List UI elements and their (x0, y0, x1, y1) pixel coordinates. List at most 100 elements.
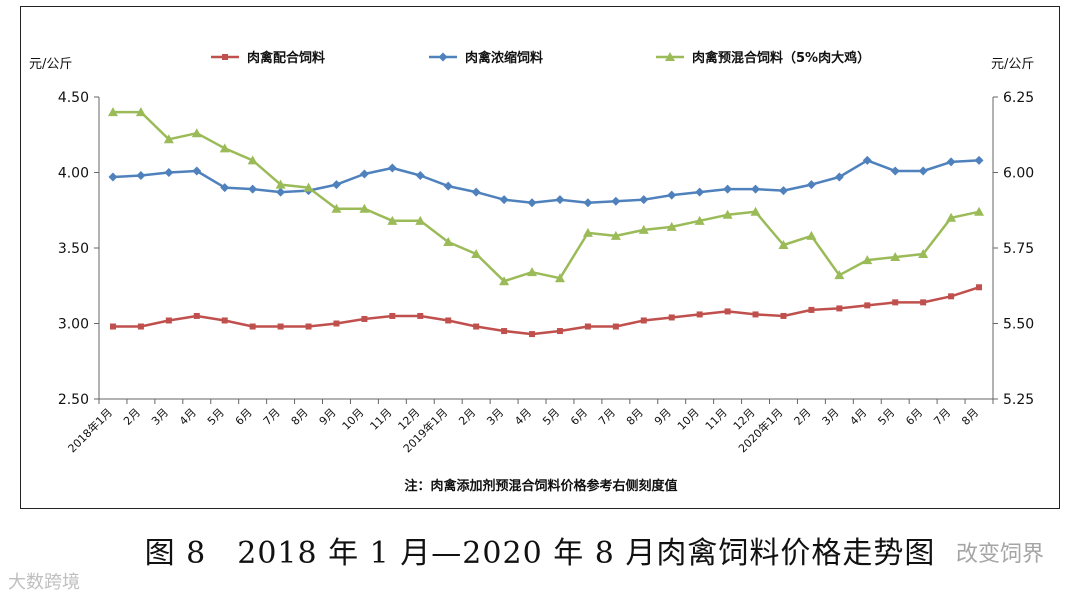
series-2-point (276, 188, 285, 197)
line-chart: 元/公斤 元/公斤 注：肉禽添加剂预混合饲料价格参考右侧刻度值 4.50 4.00… (21, 7, 1061, 510)
x-tick-label: 6月 (568, 406, 590, 428)
y-left-tick-label: 2.50 (58, 392, 89, 408)
x-tick-label: 8月 (289, 406, 311, 428)
x-tick-label: 3月 (820, 406, 842, 428)
series-2-point (947, 157, 956, 166)
series-1-point (948, 293, 954, 299)
x-tick-label: 2018年1月 (65, 405, 115, 455)
series-2-point (108, 173, 117, 182)
chart-note: 注：肉禽添加剂预混合饲料价格参考右侧刻度值 (404, 478, 677, 494)
series-2-point (444, 182, 453, 191)
series-1-point (920, 299, 926, 305)
series-1-point (166, 317, 172, 323)
series-line-1 (113, 287, 979, 334)
watermark-left: 大数跨境 (8, 568, 80, 594)
x-tick-label: 6月 (233, 406, 255, 428)
x-tick-label: 11月 (703, 406, 730, 433)
series-2-point (807, 180, 816, 189)
series-2-point (583, 198, 592, 207)
series-1-point (669, 314, 675, 320)
x-tick-label: 10月 (340, 406, 367, 433)
series-1-point (725, 308, 731, 314)
y-left-unit-label: 元/公斤 (29, 57, 72, 72)
x-tick-label: 5月 (875, 406, 897, 428)
series-1-point (333, 321, 339, 327)
x-tick-label: 3月 (484, 406, 506, 428)
x-tick-label: 7月 (596, 406, 618, 428)
series-1-point (808, 307, 814, 313)
y-left-tick-label: 4.50 (58, 90, 89, 106)
series-3-point (974, 207, 984, 216)
series-2-point (919, 166, 928, 175)
figure-caption: 图 8 2018 年 1 月—2020 年 8 月肉禽饲料价格走势图 (0, 528, 1080, 572)
series-2-point (248, 185, 257, 194)
series-line-3 (113, 112, 979, 281)
series-2-point (388, 163, 397, 172)
x-tick-label: 4月 (847, 406, 869, 428)
series-line-2 (113, 160, 979, 202)
x-tick-label: 8月 (959, 406, 981, 428)
series-2-point (779, 186, 788, 195)
x-tick-label: 7月 (931, 406, 953, 428)
series-2-point (164, 168, 173, 177)
chart-frame: 元/公斤 元/公斤 注：肉禽添加剂预混合饲料价格参考右侧刻度值 4.50 4.00… (20, 6, 1060, 509)
series-2-point (555, 195, 564, 204)
series-1-point (976, 284, 982, 290)
series-2-point (723, 185, 732, 194)
watermark-right: 改变饲界 (956, 536, 1044, 568)
y-left-tick-label: 4.00 (58, 166, 89, 182)
x-tick-label: 9月 (652, 406, 674, 428)
series-1-point (641, 317, 647, 323)
series-2-point (528, 198, 537, 207)
x-tick-label: 4月 (177, 406, 199, 428)
series-1-point (361, 316, 367, 322)
series-1-point (445, 317, 451, 323)
y-right-tick-label: 6.25 (1003, 90, 1034, 106)
series-2-point (891, 166, 900, 175)
legend-label-1: 肉禽配合饲料 (247, 50, 325, 66)
y-right-tick-label: 5.50 (1003, 317, 1034, 333)
series-2-point (667, 191, 676, 200)
series-1-point (780, 313, 786, 319)
x-tick-label: 8月 (624, 406, 646, 428)
series-1-point (864, 302, 870, 308)
series-2-point (751, 185, 760, 194)
x-tick-label: 9月 (317, 406, 339, 428)
series-1-point (389, 313, 395, 319)
x-tick-label: 10月 (675, 406, 702, 433)
series-1-point (892, 299, 898, 305)
x-tick-label: 2月 (121, 406, 143, 428)
series-1-point (697, 311, 703, 317)
series-1-point (194, 313, 200, 319)
series-3-point (806, 231, 816, 240)
y-right-tick-label: 6.00 (1003, 166, 1034, 182)
series-2-point (472, 188, 481, 197)
x-tick-label: 11月 (368, 406, 395, 433)
y-left-tick-label: 3.00 (58, 317, 89, 333)
series-1-point (585, 324, 591, 330)
series-1-point (417, 313, 423, 319)
series-2-point (695, 188, 704, 197)
series-1-point (222, 317, 228, 323)
legend-marker-1 (222, 54, 228, 60)
series-1-point (557, 328, 563, 334)
series-1-point (278, 324, 284, 330)
x-tick-label: 2月 (456, 406, 478, 428)
series-1-point (501, 328, 507, 334)
series-3-point (220, 143, 230, 152)
series-2-point (611, 197, 620, 206)
series-1-point (529, 331, 535, 337)
series-2-point (360, 170, 369, 179)
series-2-point (332, 180, 341, 189)
series-1-point (473, 324, 479, 330)
y-left-tick-label: 3.50 (58, 241, 89, 257)
legend-label-3: 肉禽预混合饲料（5%肉大鸡） (692, 50, 870, 66)
series-2-point (136, 171, 145, 180)
x-tick-label: 7月 (261, 406, 283, 428)
y-right-tick-label: 5.25 (1003, 392, 1034, 408)
legend-marker-2 (439, 53, 448, 62)
series-3-point (527, 267, 537, 276)
x-tick-label: 6月 (903, 406, 925, 428)
series-2-point (500, 195, 509, 204)
series-1-point (110, 324, 116, 330)
